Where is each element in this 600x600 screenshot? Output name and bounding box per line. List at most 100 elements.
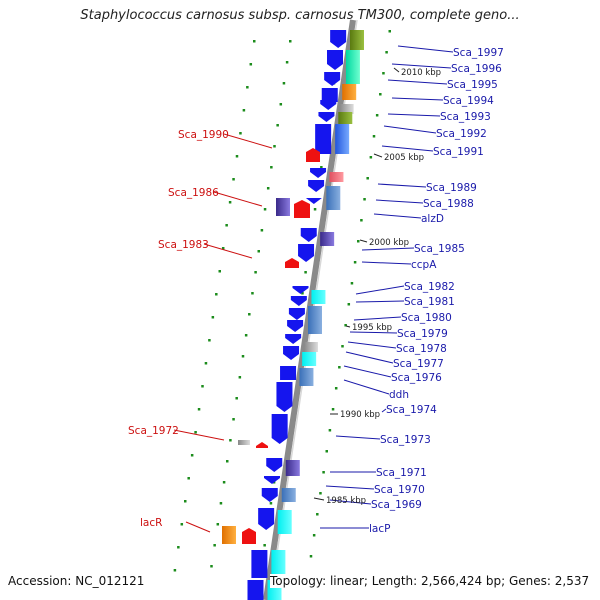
tick-mark — [242, 109, 246, 112]
tick-mark — [263, 208, 267, 211]
tick-mark — [285, 61, 289, 64]
tick-mark — [190, 454, 194, 457]
tick-mark — [357, 240, 360, 243]
reading-frame-bar — [308, 306, 322, 334]
kbp-marker-label: 1990 kbp — [340, 410, 380, 420]
tick-mark — [246, 86, 249, 89]
tick-mark — [260, 229, 264, 232]
tick-mark — [301, 292, 304, 295]
forward-gene — [308, 180, 325, 192]
kbp-marker-label: 2010 kbp — [401, 68, 441, 78]
tick-mark — [229, 439, 232, 442]
tick-mark — [241, 355, 245, 358]
reading-frame-bar — [342, 84, 357, 100]
kbp-marker-line — [345, 325, 351, 328]
reverse-gene — [242, 528, 256, 544]
reading-frame-bar — [276, 198, 290, 216]
label-leader-line — [391, 63, 452, 69]
label-leader-line — [213, 191, 263, 207]
tick-mark — [276, 124, 279, 127]
forward-gene — [292, 286, 309, 294]
forward-gene — [264, 476, 280, 484]
tick-mark — [385, 51, 388, 54]
tick-mark — [270, 166, 273, 169]
gene-label: Sca_1992 — [436, 128, 487, 140]
tick-mark — [194, 431, 197, 434]
gene-label: Sca_1990 — [178, 129, 229, 141]
forward-gene — [261, 488, 278, 502]
gene-label: ccpA — [411, 259, 437, 271]
tick-mark — [197, 408, 201, 411]
gene-label: Sca_1970 — [374, 484, 425, 496]
tick-mark — [372, 135, 376, 138]
tick-mark — [320, 166, 323, 169]
gene-label: alzD — [421, 213, 444, 225]
reading-frame-bar — [345, 50, 360, 84]
tick-mark — [235, 397, 238, 400]
label-leader-line — [381, 408, 387, 413]
reading-frame-bar — [302, 352, 317, 366]
tick-mark — [279, 103, 283, 106]
tick-mark — [215, 293, 218, 296]
tick-mark — [309, 555, 313, 558]
gene-label: Sca_1991 — [433, 146, 484, 158]
reading-frame-bar — [335, 124, 350, 154]
tick-mark — [228, 201, 232, 204]
reading-frame-bar — [281, 488, 296, 502]
tick-mark — [363, 198, 366, 201]
gene-label: Sca_1977 — [393, 358, 444, 370]
forward-gene — [247, 580, 264, 600]
gene-label: Sca_1981 — [404, 296, 455, 308]
gene-label: lacP — [369, 523, 390, 535]
reverse-gene — [285, 258, 299, 268]
tick-mark — [219, 502, 223, 505]
tick-mark — [235, 155, 239, 158]
gene-label: Sca_1995 — [447, 79, 498, 91]
tick-mark — [360, 219, 363, 222]
tick-mark — [201, 385, 204, 388]
kbp-marker-label: 2005 kbp — [384, 153, 424, 163]
reading-frame-bar — [338, 112, 353, 124]
tick-mark — [369, 156, 373, 159]
gene-label: Sca_1971 — [376, 467, 427, 479]
label-leader-line — [387, 113, 441, 117]
tick-mark — [216, 523, 220, 526]
tick-mark — [341, 345, 344, 348]
gene-label: Sca_1979 — [397, 328, 448, 340]
tick-mark — [282, 82, 286, 85]
forward-gene — [300, 228, 317, 242]
tick-mark — [184, 500, 187, 503]
gene-label: Sca_1994 — [443, 95, 494, 107]
gene-label: Sca_1972 — [128, 425, 179, 437]
label-leader-line — [355, 285, 405, 295]
reading-frame-bar — [285, 460, 300, 476]
gene-label: Sca_1976 — [391, 372, 442, 384]
label-leader-line — [353, 316, 402, 321]
kbp-marker-line — [393, 67, 400, 73]
tick-mark — [244, 334, 248, 337]
label-leader-line — [223, 133, 273, 149]
tick-mark — [266, 187, 270, 190]
forward-gene — [288, 308, 305, 320]
reading-frame-bar — [299, 368, 314, 386]
forward-gene — [290, 296, 307, 306]
tick-mark — [375, 114, 379, 117]
label-leader-line — [355, 300, 405, 303]
tick-mark — [319, 492, 322, 495]
tick-mark — [232, 418, 235, 421]
tick-mark — [382, 72, 385, 75]
forward-gene — [285, 334, 302, 344]
tick-mark — [177, 546, 180, 549]
label-leader-line — [343, 379, 390, 395]
tick-mark — [251, 292, 254, 295]
forward-gene — [266, 458, 283, 472]
tick-mark — [211, 316, 215, 319]
tick-mark — [226, 460, 229, 463]
tick-mark — [289, 40, 292, 43]
label-leader-line — [361, 261, 412, 265]
forward-gene — [330, 30, 347, 48]
label-leader-line — [381, 145, 434, 152]
gene-label: Sca_1986 — [168, 187, 219, 199]
forward-gene — [315, 124, 332, 154]
forward-gene — [271, 414, 288, 444]
